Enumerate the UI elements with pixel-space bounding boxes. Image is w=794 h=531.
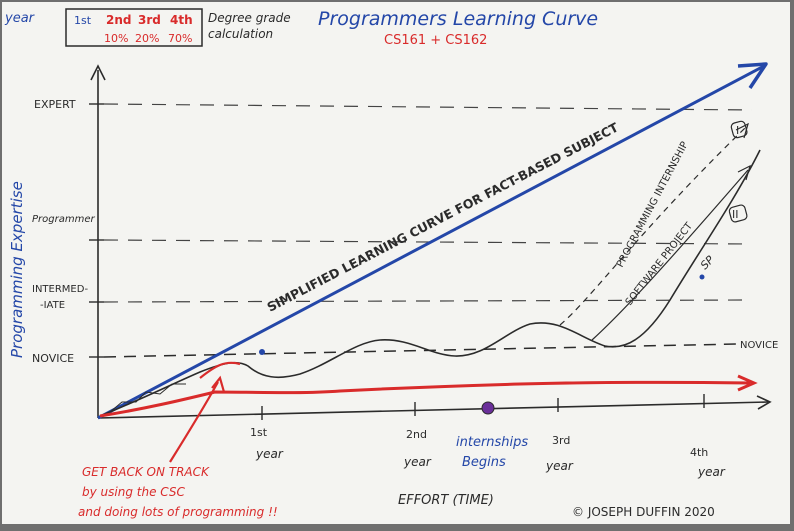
advice-pointer [169, 381, 219, 463]
project-arrowhead [737, 164, 751, 181]
x-tick-2-num: 2nd [406, 428, 427, 441]
badge-one-text: I [736, 124, 739, 137]
year-4th: 4th [170, 13, 193, 27]
grade-note-line1: Degree grade [208, 11, 291, 25]
grade-note-line2: calculation [208, 27, 273, 41]
blue-dot [259, 349, 265, 355]
weight-4th: 70% [168, 32, 192, 45]
level-intermediate-line1: INTERMED- [32, 284, 88, 295]
x-tick-4-num: 4th [690, 446, 708, 459]
x-tick-1-num: 1st [250, 426, 268, 439]
x-tick-4-word: year [697, 465, 726, 479]
weight-3rd: 20% [135, 32, 159, 45]
level-programmer: Programmer [32, 214, 95, 225]
simplified-curve-arrowhead [737, 62, 768, 89]
intermediate-level-line [103, 299, 753, 303]
badge-two-text: II [732, 208, 739, 221]
x-axis [97, 401, 769, 419]
internship-arrowhead [735, 122, 749, 139]
expert-level-line [103, 103, 753, 111]
red-curve-arrowhead [737, 374, 758, 392]
novice-level-line [103, 343, 739, 358]
red-curve [99, 380, 751, 418]
y-axis-arrowhead [90, 64, 106, 81]
x-axis-label: EFFORT (TIME) [398, 493, 494, 508]
page-subtitle: CS161 + CS162 [384, 33, 487, 48]
y-axis-label: Programming Expertise [8, 181, 26, 358]
x-tick-2-word: year [403, 455, 432, 469]
year-label: year [4, 11, 36, 26]
x-tick-1-word: year [255, 447, 284, 461]
internships-note-line1: internships [456, 435, 528, 450]
level-expert: EXPERT [34, 98, 76, 111]
page-title: Programmers Learning Curve [318, 8, 598, 30]
sp-dot [699, 274, 705, 280]
advice-pointer-head [211, 375, 226, 393]
weight-2nd: 10% [104, 32, 128, 45]
level-novice-right: NOVICE [740, 340, 778, 351]
badge-one [730, 120, 748, 139]
badge-two [728, 204, 748, 223]
x-tick-3-num: 3rd [552, 434, 570, 447]
level-novice: NOVICE [32, 352, 74, 365]
x-axis-arrowhead [756, 395, 772, 410]
advice-line3: and doing lots of programming !! [78, 505, 278, 519]
advice-line1: GET BACK ON TRACK [82, 465, 210, 479]
early-squiggle [109, 383, 186, 413]
paper-sheet [2, 2, 790, 524]
x-tick-3-word: year [545, 459, 574, 473]
project-curve [591, 169, 749, 341]
copyright: © JOSEPH DUFFIN 2020 [572, 505, 715, 519]
red-bump [199, 361, 241, 379]
internship-marker-icon [481, 401, 495, 415]
year-1st: 1st [74, 14, 92, 27]
simplified-curve-line [97, 64, 765, 420]
advice-line2: by using the CSC [82, 485, 185, 499]
year-3rd: 3rd [138, 13, 161, 27]
internships-note-line2: Begins [462, 455, 506, 470]
year-2nd: 2nd [106, 13, 131, 27]
weights-box [65, 8, 203, 47]
level-intermediate-line2: -IATE [40, 300, 65, 311]
